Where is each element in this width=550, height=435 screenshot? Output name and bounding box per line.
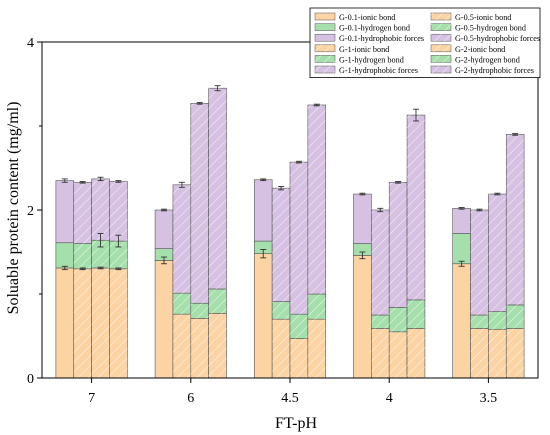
bar-hydrophobic-hatch	[208, 88, 227, 289]
bar-hydrophobic-hatch	[371, 210, 390, 315]
bar-ionic	[55, 267, 75, 379]
bar-hydrogen-hatch	[488, 311, 507, 330]
bar-hydrogen-hatch	[172, 293, 191, 315]
bar-hydrophobic	[55, 180, 75, 244]
bar-hydrophobic-hatch	[389, 182, 408, 308]
bar-ionic-hatch	[290, 338, 308, 378]
bar-hydrophobic-hatch	[109, 181, 128, 242]
legend-swatch	[314, 12, 336, 21]
legend-label: G-2-hydrogen bond	[455, 55, 520, 64]
legend-label: G-1-hydrogen bond	[339, 55, 404, 64]
x-axis-label: FT-pH	[275, 415, 318, 432]
y-tick-label: 2	[27, 204, 34, 219]
x-tick-label: 4	[386, 391, 393, 406]
bar-ionic-hatch	[307, 319, 326, 378]
legend-swatch-hatch	[431, 23, 451, 31]
bar-ionic-hatch	[272, 319, 290, 378]
bar-hydrophobic-hatch	[470, 210, 489, 315]
bar-ionic-hatch	[488, 329, 507, 378]
bar-hydrophobic-hatch	[307, 105, 326, 294]
bar-ionic-hatch	[470, 328, 489, 378]
legend-label: G-2-ionic bond	[455, 45, 505, 54]
legend-swatch-hatch	[315, 66, 335, 73]
legend-label: G-0.5-hydrogen bond	[455, 24, 526, 33]
bar-hydrogen-hatch	[389, 307, 408, 332]
bar-ionic-hatch	[371, 328, 390, 378]
bar-hydrogen-hatch	[371, 315, 390, 329]
legend-swatch-hatch	[431, 44, 451, 52]
bar-ionic-hatch	[389, 331, 408, 378]
bar-hydrogen-hatch	[91, 240, 110, 268]
legend: G-0.1-ionic bond G-0.5-ionic bond G-0.1-hy…	[309, 7, 541, 78]
bar-hydrogen-hatch	[506, 304, 525, 329]
legend-swatch-hatch	[431, 13, 451, 20]
bar-hydrophobic-hatch	[488, 194, 507, 312]
x-axis: 7 6 4.5 4 3.5	[88, 378, 497, 406]
legend-label: G-0.5-hydrophobic forces	[455, 34, 540, 43]
legend-swatch-hatch	[431, 66, 451, 73]
bar-hydrophobic-hatch	[290, 162, 308, 315]
legend-label: G-1-hydrophobic forces	[339, 66, 418, 75]
bar-hydrogen	[452, 233, 471, 265]
bar-hydrophobic-hatch	[172, 184, 191, 294]
bar-hydrophobic-hatch	[190, 103, 209, 304]
bar-ionic-hatch	[73, 268, 92, 378]
bar-hydrophobic	[253, 179, 273, 242]
bar-hydrogen-hatch	[190, 303, 209, 319]
legend-swatch	[314, 23, 336, 31]
legend-swatch-hatch	[431, 55, 451, 63]
bar-ionic-hatch	[208, 313, 227, 378]
x-tick-label: 4.5	[281, 391, 299, 406]
bar-ionic	[452, 263, 471, 379]
bar-hydrogen-hatch	[470, 315, 489, 329]
bar-hydrogen-hatch	[73, 243, 92, 269]
legend-label: G-0.1-ionic bond	[339, 13, 395, 22]
bar-hydrogen-hatch	[407, 299, 425, 329]
legend-swatch-hatch	[431, 34, 451, 42]
y-axis-label: Soluable protein content (mg/ml)	[5, 102, 22, 315]
bar-hydrophobic	[154, 209, 174, 249]
bar-ionic-hatch	[190, 318, 209, 378]
legend-swatch	[314, 33, 336, 42]
x-tick-label: 3.5	[480, 391, 498, 406]
y-tick-label: 4	[27, 36, 34, 51]
bar-ionic-hatch	[407, 328, 425, 378]
legend-swatch-hatch	[315, 44, 335, 52]
bar-ionic-hatch	[109, 268, 128, 378]
bar-hydrophobic-hatch	[91, 178, 110, 241]
bar-hydrophobic-hatch	[407, 115, 425, 300]
bar-hydrogen-hatch	[208, 288, 227, 314]
bar-ionic-hatch	[91, 267, 110, 378]
bar-ionic	[253, 253, 273, 379]
x-tick-label: 7	[88, 391, 95, 406]
legend-label: G-0.5-ionic bond	[455, 13, 511, 22]
bar-ionic-hatch	[172, 314, 191, 378]
bar-hydrogen-hatch	[272, 301, 290, 320]
bar-ionic	[353, 255, 372, 379]
bar-hydrophobic-hatch	[73, 182, 92, 244]
legend-label: G-0.1-hydrophobic forces	[339, 34, 424, 43]
bar-hydrogen-hatch	[307, 294, 326, 320]
bar-hydrophobic	[452, 208, 471, 234]
legend-swatch-hatch	[315, 55, 335, 63]
bar-hydrogen-hatch	[109, 241, 128, 269]
bar-hydrophobic-hatch	[506, 134, 525, 305]
y-tick-label: 0	[27, 372, 34, 387]
legend-label: G-2-hydrophobic forces	[455, 66, 534, 75]
legend-label: G-0.1-hydrogen bond	[339, 24, 410, 33]
legend-label: G-1-ionic bond	[339, 45, 389, 54]
bar-hydrophobic	[353, 193, 372, 244]
bar-hydrogen	[55, 242, 75, 269]
bar-hydrophobic-hatch	[272, 188, 290, 302]
bar-hydrogen-hatch	[290, 314, 308, 339]
x-tick-label: 6	[187, 391, 194, 406]
bar-ionic	[154, 260, 174, 379]
legend-box	[309, 7, 541, 78]
plot-area	[55, 85, 525, 379]
bar-ionic-hatch	[506, 328, 525, 378]
